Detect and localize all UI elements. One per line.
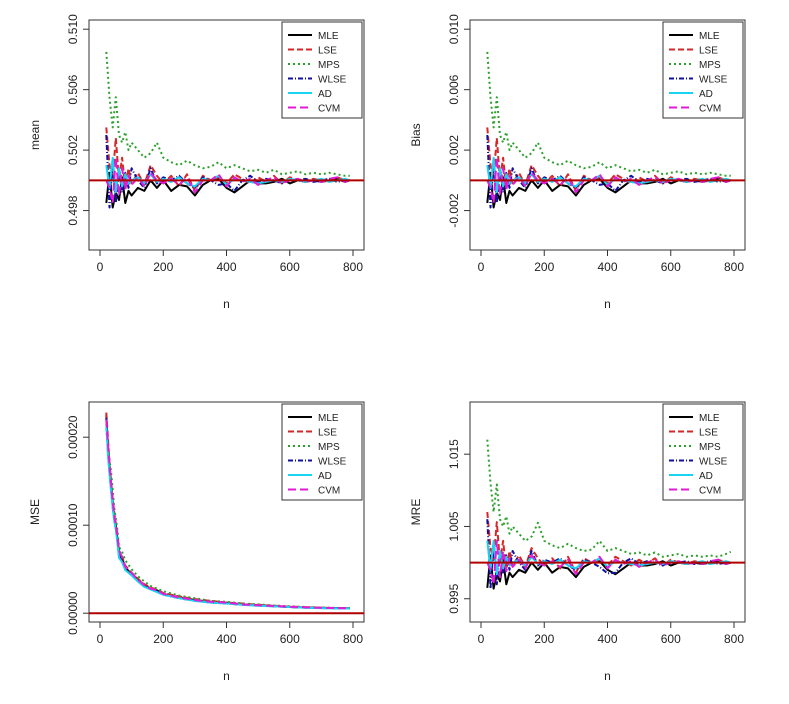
legend-label-mle: MLE	[318, 31, 339, 42]
series-line-cvm	[486, 539, 732, 586]
series-line-mps	[486, 51, 731, 177]
x-axis-label: n	[223, 669, 230, 683]
legend-label-wlse: WLSE	[699, 75, 728, 86]
series-line-cvm	[105, 156, 351, 204]
legend-label-lse: LSE	[699, 428, 718, 439]
x-tick-label: 400	[597, 260, 617, 274]
legend-label-lse: LSE	[318, 428, 337, 439]
legend-label-cvm: CVM	[699, 486, 721, 497]
legend: MLE LSE MPS WLSE AD CVM	[662, 403, 744, 501]
legend-label-lse: LSE	[699, 46, 718, 57]
legend: MLE LSE MPS WLSE AD CVM	[662, 21, 744, 119]
legend-label-wlse: WLSE	[699, 457, 728, 468]
legend: MLE LSE MPS WLSE AD CVM	[281, 21, 363, 119]
legend-label-cvm: CVM	[318, 486, 340, 497]
y-tick-label: 0.00010	[66, 503, 80, 547]
legend-label-mps: MPS	[318, 442, 340, 453]
legend-box	[281, 21, 363, 119]
x-tick-label: 0	[478, 260, 485, 274]
y-tick-label: 0.002	[447, 135, 461, 165]
series-line-mps	[486, 439, 732, 558]
y-tick-label: 0.006	[447, 74, 461, 104]
x-tick-label: 800	[724, 632, 744, 646]
legend-label-wlse: WLSE	[318, 75, 347, 86]
y-tick-label: 0.995	[447, 583, 461, 613]
legend-label-cvm: CVM	[318, 104, 340, 115]
x-tick-label: 200	[153, 260, 173, 274]
legend-label-mps: MPS	[318, 60, 340, 71]
x-tick-label: 0	[97, 632, 104, 646]
y-tick-label: -0.002	[447, 193, 461, 227]
y-tick-label: 1.015	[447, 439, 461, 469]
legend-box	[662, 403, 744, 501]
y-tick-label: 0.00020	[66, 415, 80, 459]
x-tick-label: 200	[534, 260, 554, 274]
series-line-cvm	[486, 156, 732, 204]
legend-label-mle: MLE	[318, 413, 339, 424]
x-axis-label: n	[223, 297, 230, 311]
panel-mean: 0 200 400 600 800 0.498 0.502 0.506 0.510 n mean ML…	[28, 14, 365, 311]
plot-area	[470, 51, 745, 209]
y-tick-label: 0.506	[66, 74, 80, 104]
x-tick-label: 800	[724, 260, 744, 274]
legend-box	[662, 21, 744, 119]
y-axis-label: Bias	[409, 123, 423, 146]
x-tick-label: 400	[216, 632, 236, 646]
legend-label-ad: AD	[699, 89, 713, 100]
y-tick-label: 0.498	[66, 195, 80, 225]
y-tick-label: 0.510	[66, 14, 80, 44]
legend-label-lse: LSE	[318, 46, 337, 57]
series-line-ad	[105, 156, 351, 194]
legend: MLE LSE MPS WLSE AD CVM	[281, 403, 363, 501]
legend-label-ad: AD	[318, 89, 332, 100]
legend-label-ad: AD	[318, 471, 332, 482]
y-tick-label: 0.00000	[66, 591, 80, 635]
y-axis-label: MRE	[409, 499, 423, 526]
x-tick-label: 0	[478, 632, 485, 646]
panel-bias: 0 200 400 600 800 -0.002 0.002 0.006 0.010 n Bias M…	[409, 14, 746, 311]
x-tick-label: 600	[661, 632, 681, 646]
legend-label-cvm: CVM	[699, 104, 721, 115]
series-line-wlse	[486, 134, 731, 209]
legend-label-mps: MPS	[699, 60, 721, 71]
x-tick-label: 200	[153, 632, 173, 646]
y-axis-label: MSE	[28, 499, 42, 525]
x-tick-label: 400	[216, 260, 236, 274]
x-tick-label: 0	[97, 260, 104, 274]
x-tick-label: 600	[280, 260, 300, 274]
panel-mse: 0 200 400 600 800 0.00000 0.00010 0.00020 n MSE ML…	[28, 401, 365, 683]
x-tick-label: 600	[280, 632, 300, 646]
legend-label-ad: AD	[699, 471, 713, 482]
legend-label-mps: MPS	[699, 442, 721, 453]
x-tick-label: 400	[597, 632, 617, 646]
plot-area	[89, 51, 364, 209]
x-tick-label: 800	[343, 260, 363, 274]
legend-label-wlse: WLSE	[318, 457, 347, 468]
legend-label-mle: MLE	[699, 31, 720, 42]
y-tick-label: 0.502	[66, 135, 80, 165]
series-line-wlse	[105, 134, 350, 209]
plot-area	[89, 412, 364, 615]
x-tick-label: 600	[661, 260, 681, 274]
x-axis-label: n	[604, 669, 611, 683]
panel-mre: 0 200 400 600 800 0.995 1.005 1.015 n MRE MLE LSE MP…	[409, 401, 746, 683]
series-line-ad	[486, 156, 732, 194]
x-tick-label: 200	[534, 632, 554, 646]
series-line-mps	[105, 51, 350, 177]
series-line-wlse	[486, 519, 731, 590]
plot-area	[470, 439, 745, 590]
y-tick-label: 1.005	[447, 511, 461, 541]
y-tick-label: 0.010	[447, 14, 461, 44]
legend-label-mle: MLE	[699, 413, 720, 424]
x-axis-label: n	[604, 297, 611, 311]
y-axis-label: mean	[28, 120, 42, 150]
legend-box	[281, 403, 363, 501]
x-tick-label: 800	[343, 632, 363, 646]
